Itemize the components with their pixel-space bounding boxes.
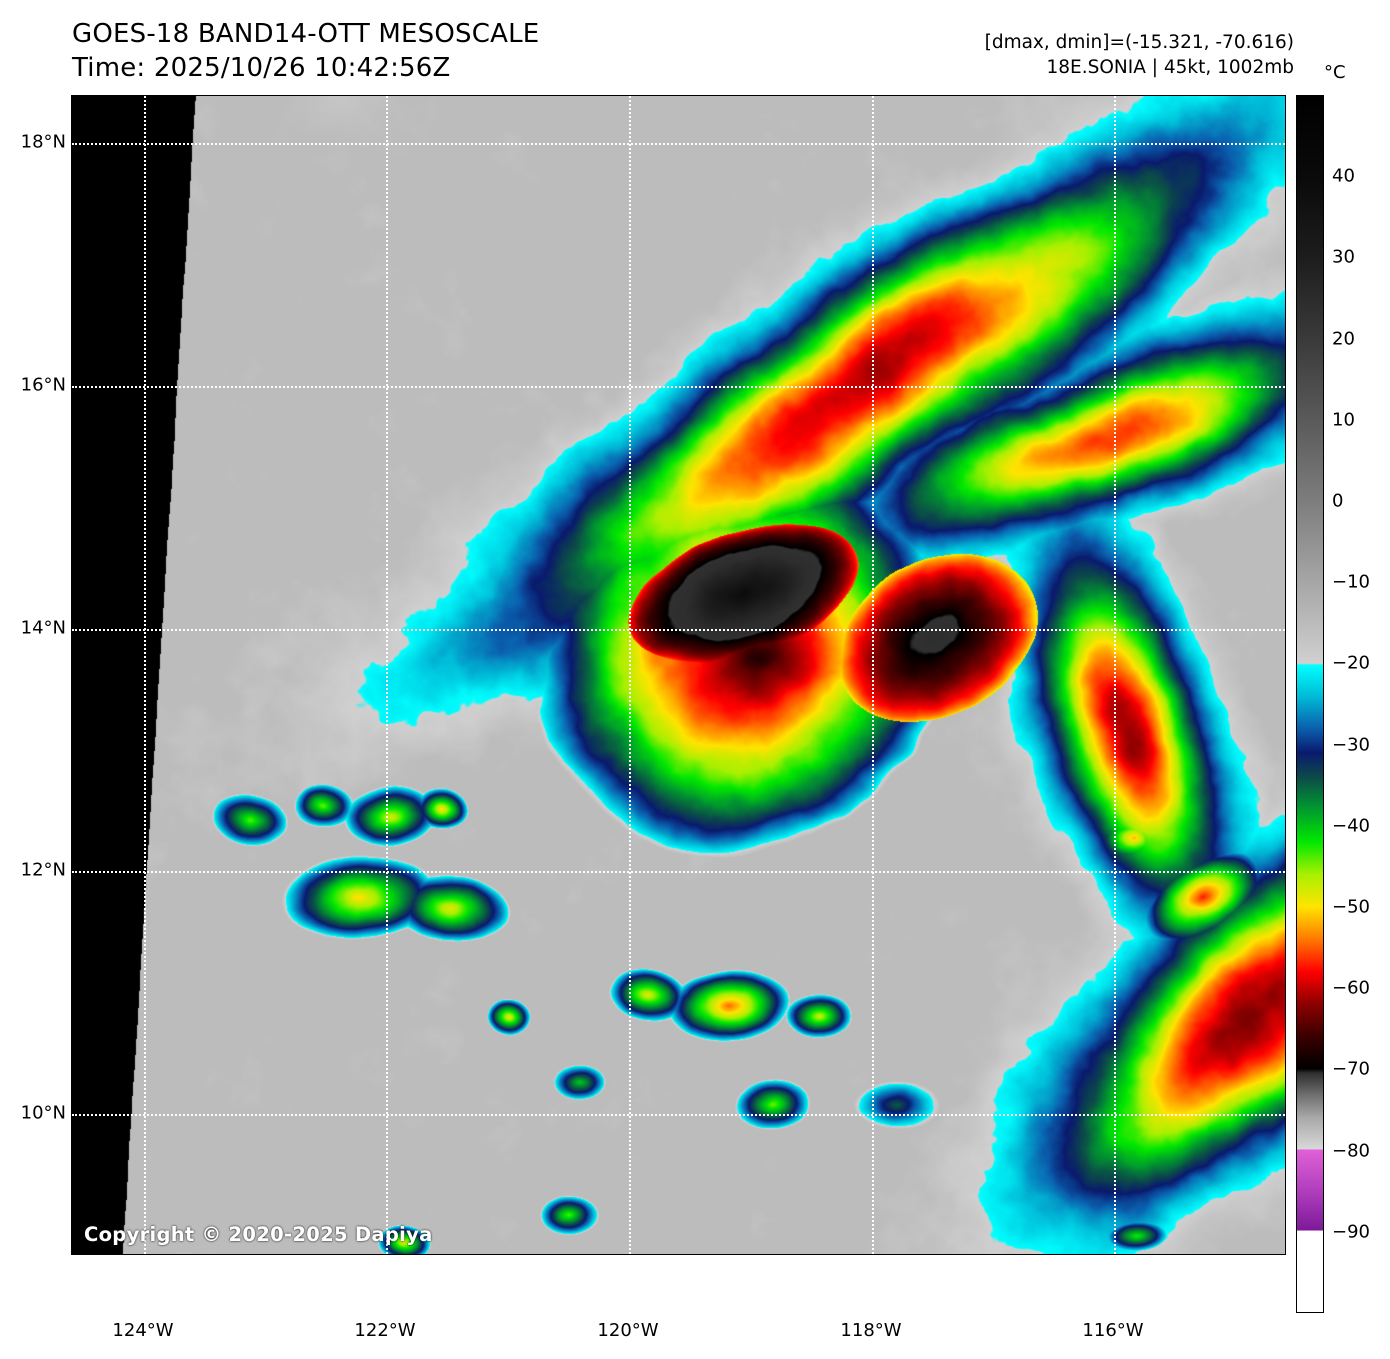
lat-tick-label: 18°N xyxy=(20,131,66,153)
colorbar-tick-label: −60 xyxy=(1332,977,1370,999)
lat-tick-label: 16°N xyxy=(20,374,66,396)
satellite-imagery-canvas xyxy=(72,96,1285,1254)
colorbar-tick-label: 30 xyxy=(1332,246,1355,268)
storm-info-label: 18E.SONIA | 45kt, 1002mb xyxy=(1046,56,1294,78)
lon-tick-label: 120°W xyxy=(597,1320,659,1341)
copyright-label: Copyright © 2020-2025 Dapiya xyxy=(84,1223,433,1246)
gridline-lon xyxy=(872,96,874,1254)
page-title: GOES-18 BAND14-OTT MESOSCALE xyxy=(72,19,540,49)
timestamp-label: Time: 2025/10/26 10:42:56Z xyxy=(72,52,451,83)
colorbar[interactable] xyxy=(1296,95,1324,1313)
lat-tick-label: 12°N xyxy=(20,859,66,881)
gridline-lon xyxy=(144,96,146,1254)
gridline-lat xyxy=(72,629,1285,631)
lon-tick-label: 124°W xyxy=(112,1320,174,1341)
gridline-lat xyxy=(72,143,1285,145)
colorbar-tick-label: −10 xyxy=(1332,571,1370,593)
gridline-lat xyxy=(72,1114,1285,1116)
colorbar-tick-label: −50 xyxy=(1332,896,1370,918)
colorbar-tick-label: −40 xyxy=(1332,815,1370,837)
colorbar-tick-label: 0 xyxy=(1332,490,1344,512)
lon-tick-label: 116°W xyxy=(1082,1320,1144,1341)
satellite-image-plot[interactable]: Copyright © 2020-2025 Dapiya xyxy=(71,95,1286,1255)
gridline-lon xyxy=(386,96,388,1254)
gridline-lon xyxy=(629,96,631,1254)
colorbar-tick-label: −20 xyxy=(1332,652,1370,674)
colorbar-tick-label: −70 xyxy=(1332,1058,1370,1080)
title-block: GOES-18 BAND14-OTT MESOSCALE Time: 2025/… xyxy=(72,18,539,86)
gridline-lon xyxy=(1114,96,1116,1254)
gridline-lat xyxy=(72,871,1285,873)
gridline-lat xyxy=(72,386,1285,388)
colorbar-tick-label: 20 xyxy=(1332,328,1355,350)
lat-tick-label: 10°N xyxy=(20,1102,66,1124)
lon-tick-label: 118°W xyxy=(840,1320,902,1341)
data-range-label: [dmax, dmin]=(-15.321, -70.616) xyxy=(984,32,1294,53)
colorbar-tick-label: 10 xyxy=(1332,409,1355,431)
metadata-block: [dmax, dmin]=(-15.321, -70.616) 18E.SONI… xyxy=(985,31,1294,81)
lat-tick-label: 14°N xyxy=(20,617,66,639)
colorbar-tick-label: −80 xyxy=(1332,1140,1370,1162)
colorbar-tick-label: −90 xyxy=(1332,1221,1370,1243)
colorbar-gradient xyxy=(1297,96,1323,1312)
colorbar-tick-label: 40 xyxy=(1332,165,1355,187)
lon-tick-label: 122°W xyxy=(354,1320,416,1341)
colorbar-unit-label: °C xyxy=(1324,62,1346,83)
colorbar-tick-label: −30 xyxy=(1332,734,1370,756)
